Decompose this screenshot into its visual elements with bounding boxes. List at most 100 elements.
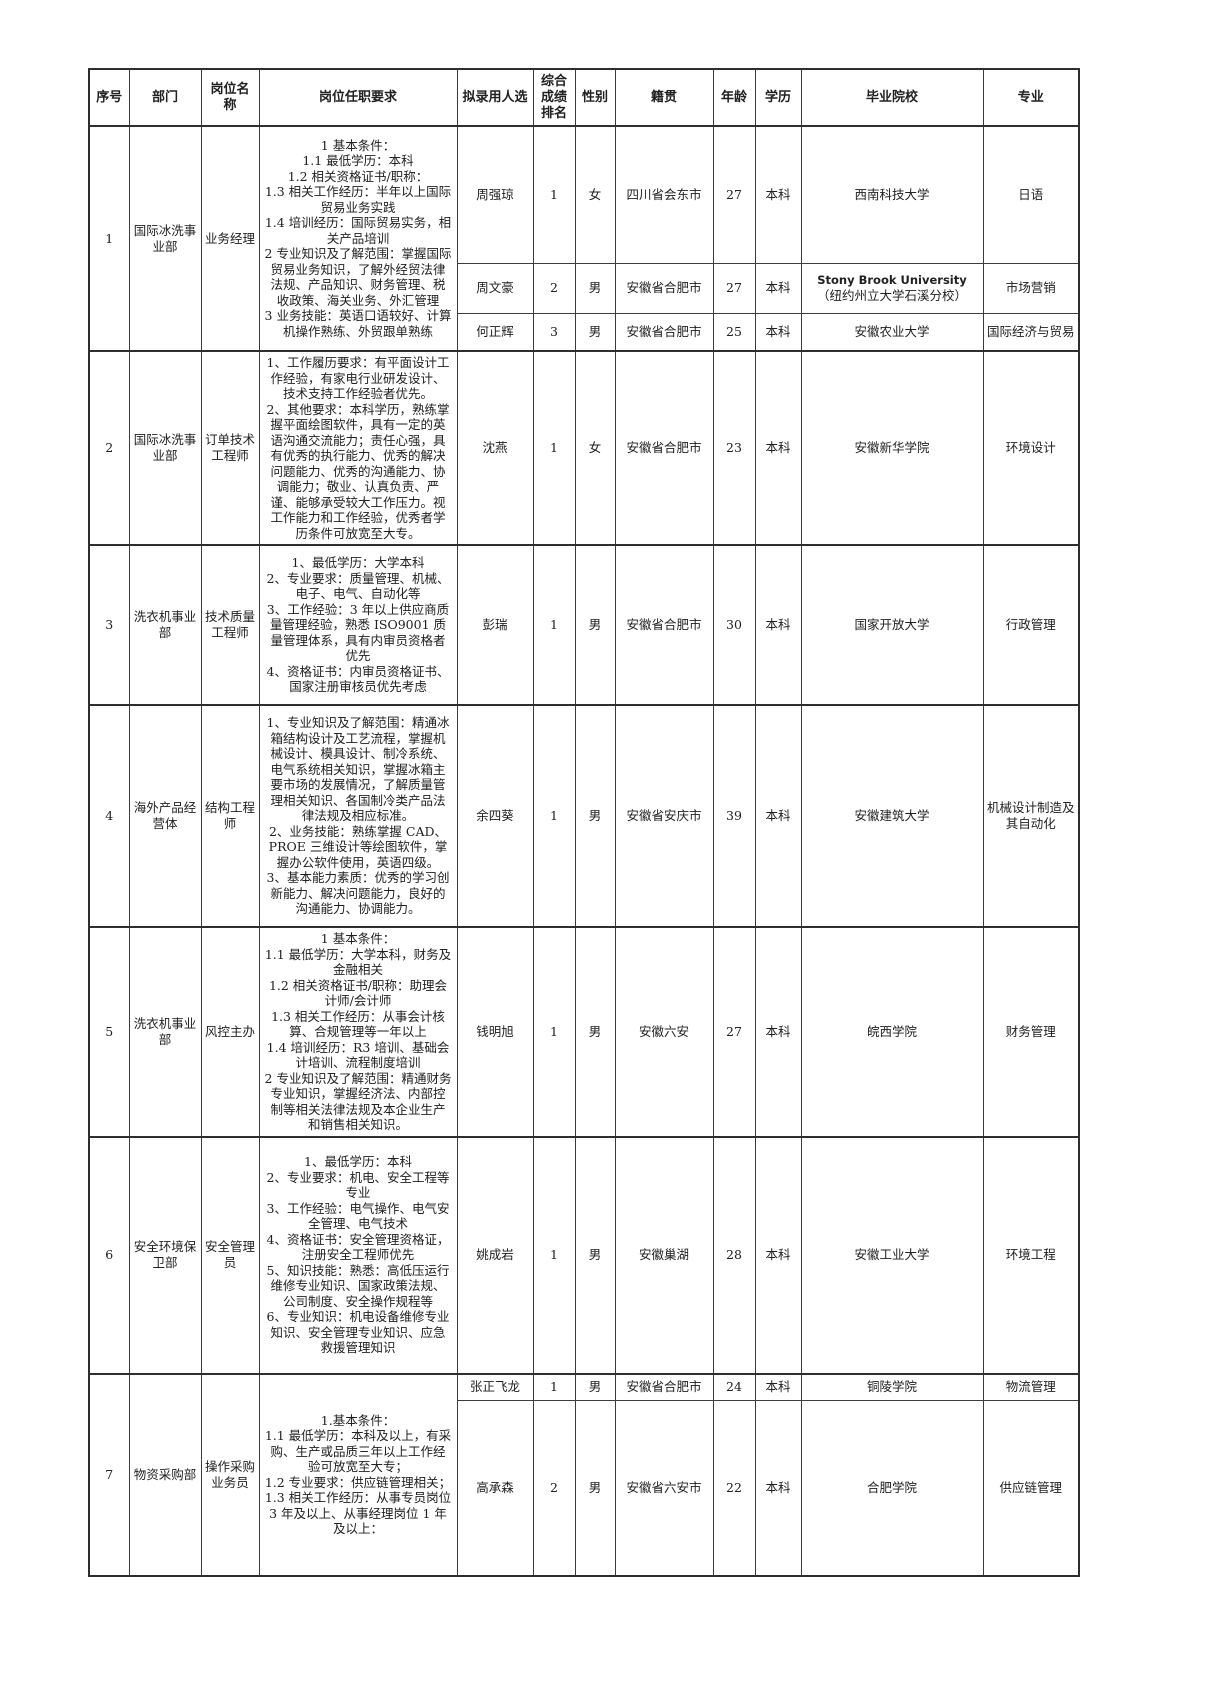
cell-department: 洗衣机事业部 xyxy=(128,544,202,706)
cell-gender: 男 xyxy=(574,312,616,352)
cell-requirements: 1、最低学历：大学本科 2、专业要求：质量管理、机械、电子、电气、自动化等 3、… xyxy=(258,544,458,706)
cell-position: 结构工程师 xyxy=(200,704,260,928)
cell-hometown: 安徽省合肥市 xyxy=(614,350,714,546)
cell-requirements: 1、最低学历：本科 2、专业要求：机电、安全工程等专业 3、工作经验：电气操作、… xyxy=(258,1135,458,1374)
cell-candidate-name: 彭瑞 xyxy=(456,544,534,706)
cell-major: 环境设计 xyxy=(982,350,1080,546)
cell-department: 国际冰洗事业部 xyxy=(128,350,202,546)
cell-gender: 男 xyxy=(574,1372,616,1401)
cell-age: 27 xyxy=(712,262,756,314)
header-requirements: 岗位任职要求 xyxy=(258,68,458,127)
cell-rank: 1 xyxy=(532,350,576,546)
header-department: 部门 xyxy=(128,68,202,127)
cell-serial: 6 xyxy=(88,1135,130,1374)
cell-major: 市场营销 xyxy=(982,262,1080,314)
cell-degree: 本科 xyxy=(754,1400,802,1576)
cell-gender: 男 xyxy=(574,704,616,928)
cell-degree: 本科 xyxy=(754,125,802,264)
cell-rank: 1 xyxy=(532,125,576,264)
cell-age: 24 xyxy=(712,1372,756,1401)
cell-major: 行政管理 xyxy=(982,544,1080,706)
candidate-row: 7 物资采购部 操作采购业务员 1.基本条件： 1.1 最低学历：本科及以上，有采购、… xyxy=(88,1372,1080,1576)
cell-major: 环境工程 xyxy=(982,1135,1080,1374)
header-school: 毕业院校 xyxy=(800,68,984,127)
cell-position: 安全管理员 xyxy=(200,1135,260,1374)
cell-hometown: 安徽六安 xyxy=(614,926,714,1137)
cell-age: 25 xyxy=(712,312,756,352)
cell-age: 39 xyxy=(712,704,756,928)
cell-age: 27 xyxy=(712,926,756,1137)
cell-position: 业务经理 xyxy=(200,125,260,352)
cell-degree: 本科 xyxy=(754,262,802,314)
cell-school: 安徽新华学院 xyxy=(800,350,984,546)
cell-candidate-name: 高承森 xyxy=(456,1400,534,1576)
cell-major: 日语 xyxy=(982,125,1080,264)
cell-school: 合肥学院 xyxy=(800,1400,984,1576)
cell-department: 安全环境保卫部 xyxy=(128,1135,202,1374)
cell-rank: 3 xyxy=(532,312,576,352)
header-candidate: 拟录用人选 xyxy=(456,68,534,127)
cell-rank: 1 xyxy=(532,926,576,1137)
cell-requirements: 1.基本条件： 1.1 最低学历：本科及以上，有采购、生产或品质三年以上工作经验… xyxy=(258,1372,458,1576)
header-hometown: 籍贯 xyxy=(614,68,714,127)
cell-position: 订单技术工程师 xyxy=(200,350,260,546)
table-body: 1 国际冰洗事业部 业务经理 1 基本条件： 1.1 最低学历：本科 1.2 相关资格… xyxy=(88,125,1080,1576)
header-rank: 综合成绩排名 xyxy=(532,68,576,127)
candidate-row: 何正辉 3 男安徽省合肥市 25 本科 安徽农业大学 国际经济与贸易 xyxy=(89,312,1080,352)
candidate-row: 1 国际冰洗事业部 业务经理 1 基本条件： 1.1 最低学历：本科 1.2 相关资格… xyxy=(88,125,1080,352)
cell-age: 22 xyxy=(712,1400,756,1576)
cell-hometown: 安徽省安庆市 xyxy=(614,704,714,928)
cell-school: 西南科技大学 xyxy=(800,125,984,264)
cell-degree: 本科 xyxy=(754,1135,802,1374)
cell-degree: 本科 xyxy=(754,704,802,928)
cell-candidate-name: 周强琼 xyxy=(456,125,534,264)
cell-requirements: 1 基本条件： 1.1 最低学历：大学本科，财务及金融相关 1.2 相关资格证书… xyxy=(258,926,458,1137)
cell-degree: 本科 xyxy=(754,1372,802,1401)
cell-requirements: 1、专业知识及了解范围：精通冰箱结构设计及工艺流程，掌握机械设计、模具设计、制冷… xyxy=(258,704,458,928)
cell-position: 风控主办 xyxy=(200,926,260,1137)
cell-candidate-name: 余四葵 xyxy=(456,704,534,928)
cell-gender: 女 xyxy=(574,350,616,546)
candidate-row: 高承森 2 男安徽省六安市 22 本科 合肥学院 供应链管理 xyxy=(89,1400,1080,1576)
cell-hometown: 安徽省合肥市 xyxy=(614,262,714,314)
cell-serial: 1 xyxy=(88,125,130,352)
cell-candidate-name: 姚成岩 xyxy=(456,1135,534,1374)
cell-degree: 本科 xyxy=(754,544,802,706)
header-major: 专业 xyxy=(982,68,1080,127)
cell-hometown: 安徽省合肥市 xyxy=(614,1372,714,1401)
cell-gender: 男 xyxy=(574,262,616,314)
cell-serial: 5 xyxy=(88,926,130,1137)
cell-candidate-name: 何正辉 xyxy=(456,312,534,352)
cell-department: 洗衣机事业部 xyxy=(128,926,202,1137)
header-age: 年龄 xyxy=(712,68,756,127)
cell-serial: 3 xyxy=(88,544,130,706)
cell-hometown: 安徽省六安市 xyxy=(614,1400,714,1576)
cell-rank: 2 xyxy=(532,1400,576,1576)
cell-school: Stony Brook University （纽约州立大学石溪分校） xyxy=(800,262,984,314)
cell-serial: 2 xyxy=(88,350,130,546)
cell-age: 28 xyxy=(712,1135,756,1374)
cell-position: 操作采购业务员 xyxy=(200,1372,260,1576)
cell-candidate-name: 周文豪 xyxy=(456,262,534,314)
cell-gender: 男 xyxy=(574,926,616,1137)
cell-gender: 男 xyxy=(574,544,616,706)
cell-age: 27 xyxy=(712,125,756,264)
cell-school: 安徽建筑大学 xyxy=(800,704,984,928)
cell-hometown: 安徽巢湖 xyxy=(614,1135,714,1374)
cell-school: 国家开放大学 xyxy=(800,544,984,706)
cell-degree: 本科 xyxy=(754,926,802,1137)
candidate-row: 4 海外产品经营体 结构工程师 1、专业知识及了解范围：精通冰箱结构设计及工艺流程，掌… xyxy=(88,704,1080,928)
cell-rank: 1 xyxy=(532,704,576,928)
cell-rank: 1 xyxy=(532,544,576,706)
cell-major: 国际经济与贸易 xyxy=(982,312,1080,352)
table-header: 序号 部门 岗位名称 岗位任职要求 拟录用人选 综合成绩排名 性别 籍贯 年龄 … xyxy=(88,68,1080,127)
cell-major: 机械设计制造及其自动化 xyxy=(982,704,1080,928)
cell-gender: 女 xyxy=(574,125,616,264)
cell-degree: 本科 xyxy=(754,350,802,546)
cell-school: 安徽工业大学 xyxy=(800,1135,984,1374)
cell-candidate-name: 钱明旭 xyxy=(456,926,534,1137)
header-gender: 性别 xyxy=(574,68,616,127)
cell-rank: 1 xyxy=(532,1135,576,1374)
cell-school: 安徽农业大学 xyxy=(800,312,984,352)
